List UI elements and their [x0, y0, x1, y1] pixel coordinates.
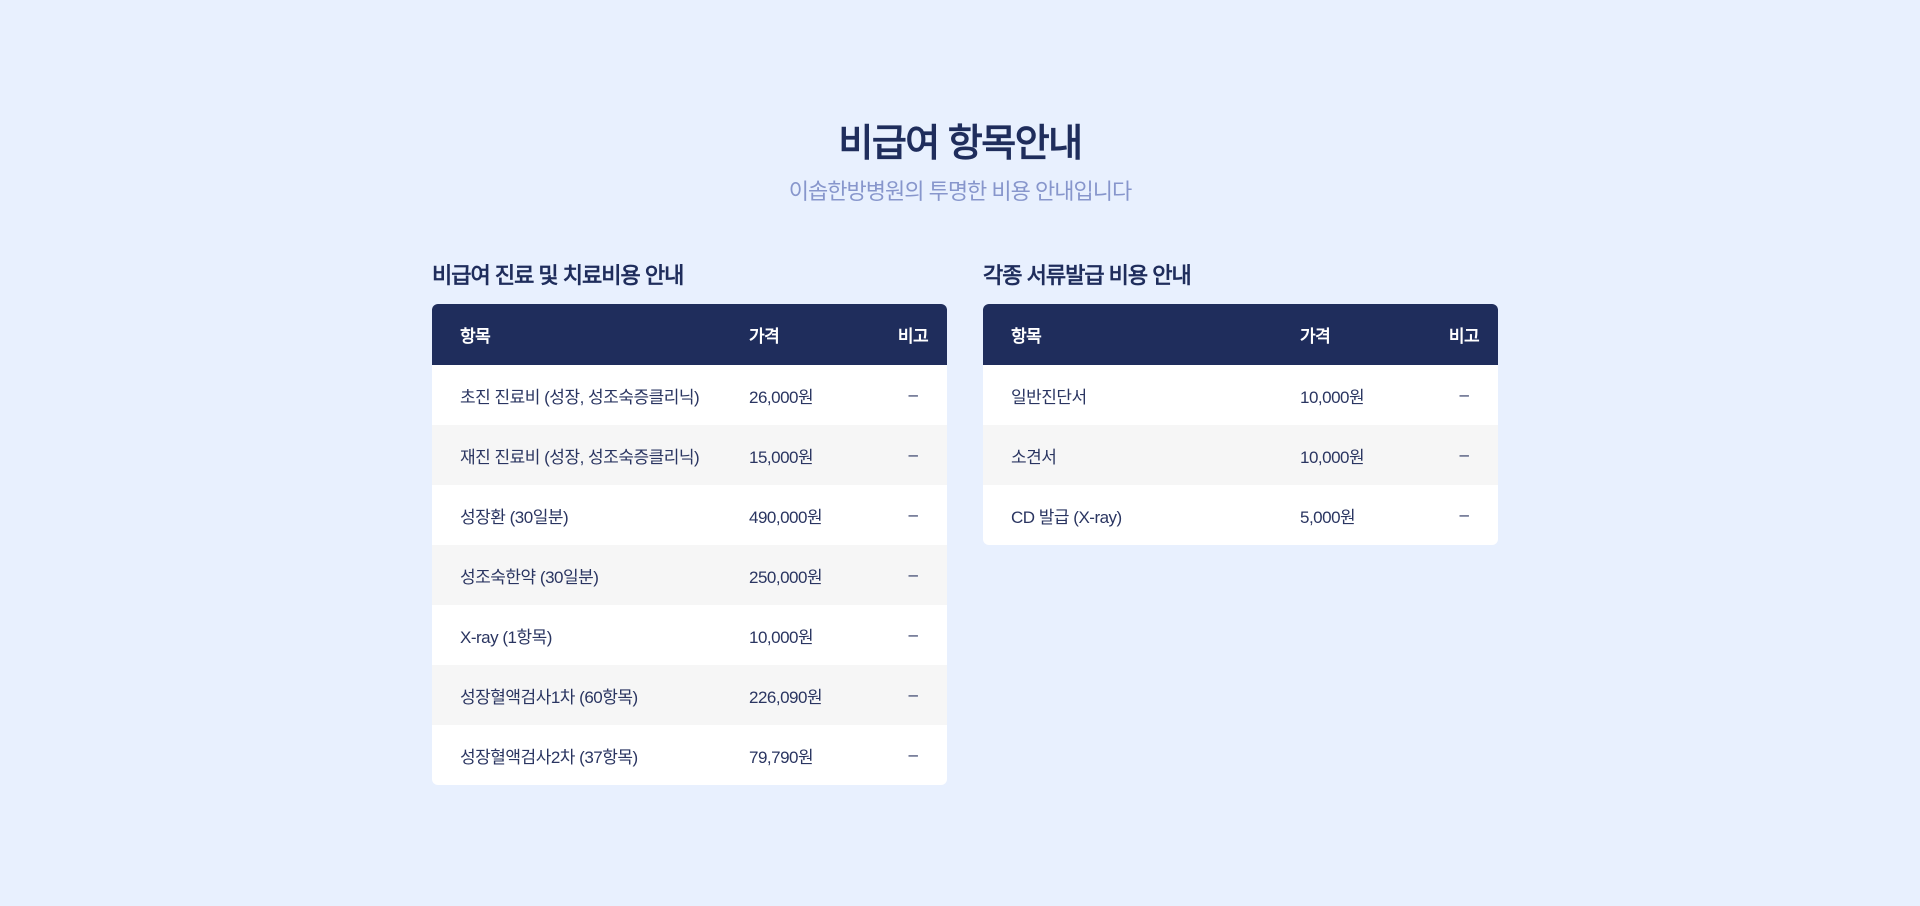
price-cell: 10,000원	[1300, 447, 1365, 467]
table-row: 성장혈액검사1차 (60항목) 226,090원 –	[432, 665, 947, 725]
price-cell: 15,000원	[749, 447, 814, 467]
column-header: 항목	[460, 327, 491, 346]
treatment-table: 항목 가격 비고 초진 진료비 (성장, 성조숙증클리닉) 26,000원 – 재진 진료비…	[432, 304, 947, 785]
item-cell: 성조숙한약 (30일분)	[460, 567, 599, 587]
column-header: 가격	[749, 327, 780, 346]
item-cell: 일반진단서	[1011, 387, 1087, 407]
table-row: 소견서 10,000원 –	[983, 425, 1498, 485]
price-cell: 5,000원	[1300, 507, 1356, 527]
note-cell: –	[1459, 445, 1469, 464]
table-row: X-ray (1항목) 10,000원 –	[432, 605, 947, 665]
price-cell: 490,000원	[749, 507, 823, 527]
column-header: 항목	[1011, 327, 1042, 346]
note-cell: –	[1459, 385, 1469, 404]
table-row: CD 발급 (X-ray) 5,000원 –	[983, 485, 1498, 545]
documents-section-title: 각종 서류발급 비용 안내	[983, 263, 1192, 288]
price-cell: 26,000원	[749, 387, 814, 407]
page-subtitle: 이솝한방병원의 투명한 비용 안내입니다	[788, 179, 1132, 204]
table-header: 항목 가격 비고	[432, 304, 947, 365]
table-header: 항목 가격 비고	[983, 304, 1498, 365]
column-header: 비고	[897, 327, 929, 346]
item-cell: CD 발급 (X-ray)	[1011, 507, 1122, 527]
column-header: 가격	[1300, 327, 1331, 346]
column-header: 비고	[1448, 327, 1480, 346]
note-cell: –	[908, 565, 918, 584]
documents-table: 항목 가격 비고 일반진단서 10,000원 – 소견서 10,000원 – CD 발급 (X-r…	[983, 304, 1498, 545]
table-row: 일반진단서 10,000원 –	[983, 365, 1498, 425]
item-cell: 재진 진료비 (성장, 성조숙증클리닉)	[460, 447, 700, 467]
table-row: 성조숙한약 (30일분) 250,000원 –	[432, 545, 947, 605]
item-cell: 성장혈액검사2차 (37항목)	[460, 747, 638, 767]
page-title: 비급여 항목안내	[838, 123, 1083, 165]
price-cell: 10,000원	[749, 627, 814, 647]
note-cell: –	[908, 505, 918, 524]
item-cell: 초진 진료비 (성장, 성조숙증클리닉)	[460, 387, 700, 407]
table-row: 재진 진료비 (성장, 성조숙증클리닉) 15,000원 –	[432, 425, 947, 485]
item-cell: 성장환 (30일분)	[460, 507, 569, 527]
price-cell: 79,790원	[749, 747, 814, 767]
note-cell: –	[908, 685, 918, 704]
price-cell: 250,000원	[749, 567, 823, 587]
price-cell: 226,090원	[749, 687, 823, 707]
table-row: 성장환 (30일분) 490,000원 –	[432, 485, 947, 545]
note-cell: –	[1459, 505, 1469, 524]
note-cell: –	[908, 745, 918, 764]
price-cell: 10,000원	[1300, 387, 1365, 407]
note-cell: –	[908, 625, 918, 644]
note-cell: –	[908, 385, 918, 404]
treatment-section-title: 비급여 진료 및 치료비용 안내	[432, 263, 684, 288]
note-cell: –	[908, 445, 918, 464]
table-row: 초진 진료비 (성장, 성조숙증클리닉) 26,000원 –	[432, 365, 947, 425]
item-cell: 성장혈액검사1차 (60항목)	[460, 687, 638, 707]
table-row: 성장혈액검사2차 (37항목) 79,790원 –	[432, 725, 947, 785]
item-cell: X-ray (1항목)	[460, 627, 552, 647]
item-cell: 소견서	[1011, 447, 1057, 467]
